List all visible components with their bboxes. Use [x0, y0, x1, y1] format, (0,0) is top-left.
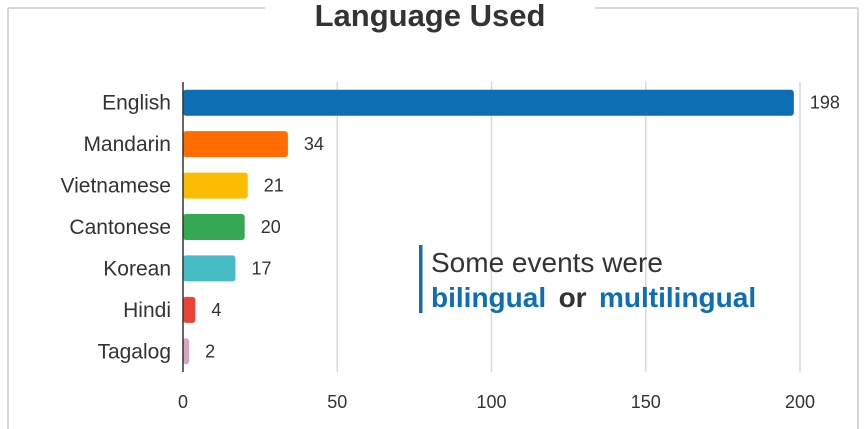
x-tick-label: 50 [327, 392, 347, 412]
value-label: 20 [261, 217, 281, 237]
annotation-line1: Some events were [431, 247, 663, 278]
annotation-word-or: or [559, 282, 587, 313]
category-label: Mandarin [83, 133, 171, 156]
annotation-accent-bar [419, 245, 423, 313]
bar-cantonese [183, 214, 245, 240]
bar-hindi [183, 296, 196, 323]
bar-english [183, 89, 794, 116]
bar-korean [183, 255, 236, 282]
bar-tagalog [183, 338, 190, 365]
category-label: English [102, 92, 171, 115]
value-label: 21 [264, 176, 284, 196]
x-tick-label: 100 [476, 392, 506, 412]
category-label: Korean [103, 257, 171, 280]
value-label: 2 [205, 341, 215, 361]
value-labels: 198 34 21 20 17 4 2 [205, 93, 840, 362]
chart-title: Language Used [315, 0, 546, 33]
category-label: Cantonese [69, 216, 171, 239]
value-label: 4 [211, 300, 221, 320]
value-label: 34 [304, 134, 324, 154]
x-tick-label: 150 [631, 392, 661, 412]
annotation-word-multilingual: multilingual [599, 282, 756, 313]
category-labels: English Mandarin Vietnamese Cantonese Korean… [60, 92, 171, 364]
bar-vietnamese [183, 172, 248, 199]
category-label: Hindi [123, 299, 171, 322]
gridlines [336, 82, 801, 372]
value-label: 17 [251, 258, 271, 278]
category-label: Tagalog [97, 340, 171, 363]
x-tick-labels: 0 50 100 150 200 [178, 392, 815, 412]
annotation: Some events were bilingual or multilingu… [419, 245, 756, 313]
x-tick-label: 200 [785, 392, 815, 412]
bar-mandarin [183, 131, 288, 158]
frame-border [7, 7, 859, 429]
value-label: 198 [810, 93, 840, 113]
bars [183, 89, 794, 365]
category-label: Vietnamese [60, 175, 171, 198]
annotation-word-bilingual: bilingual [431, 282, 546, 313]
x-tick-label: 0 [178, 392, 188, 412]
annotation-line2: bilingual or multilingual [431, 282, 756, 313]
